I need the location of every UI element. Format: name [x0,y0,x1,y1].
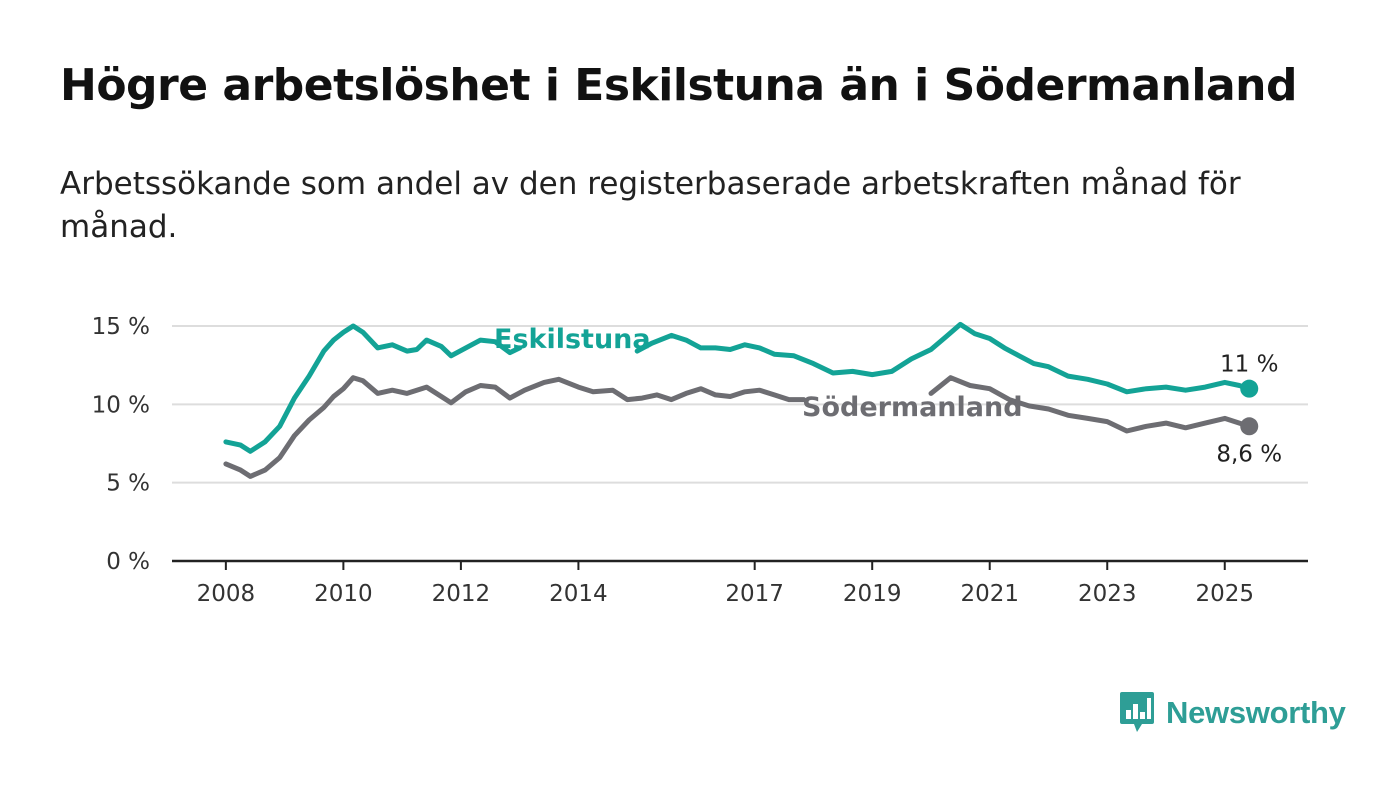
sodermanland-end-point [1240,417,1259,436]
sodermanland-line [223,375,1252,479]
series-lines [223,321,1259,479]
eskilstuna-line [223,321,1252,454]
y-tick-label: 0 % [106,549,150,575]
x-tick-label: 2017 [725,581,784,607]
x-tick-label: 2008 [197,581,256,607]
x-tick-label: 2010 [314,581,373,607]
eskilstuna-series-label: Eskilstuna [494,324,651,355]
eskilstuna-end-point [1240,379,1259,398]
x-axis: 2008 2010 2012 2014 2017 2019 2021 2023 2025 [172,559,1308,607]
bar-chart-speech-bubble-icon [1120,692,1154,732]
eskilstuna-end-value-label: 11 % [1220,352,1278,378]
series-labels: Eskilstuna Södermanland 11 % 8,6 % [494,324,1282,467]
sodermanland-series-label: Södermanland [802,392,1023,423]
x-tick-label: 2012 [432,581,491,607]
y-axis-tick-labels: 0 % 5 % 10 % 15 % [92,314,150,575]
x-tick-label: 2019 [843,581,902,607]
chart-title: Högre arbetslöshet i Eskilstuna än i Söd… [60,60,1297,111]
y-tick-label: 10 % [92,392,150,418]
x-tick-label: 2014 [549,581,608,607]
x-tick-label: 2025 [1195,581,1254,607]
chart-subtitle: Arbetssökande som andel av den registerb… [60,166,1241,245]
x-tick-label: 2021 [960,581,1019,607]
newsworthy-logo: Newsworthy [1118,690,1346,736]
y-tick-label: 15 % [92,314,150,340]
y-tick-label: 5 % [106,471,150,497]
sodermanland-end-value-label: 8,6 % [1216,441,1282,467]
grid-lines [172,325,1308,484]
brand-name: Newsworthy [1166,695,1346,730]
x-tick-label: 2023 [1078,581,1137,607]
